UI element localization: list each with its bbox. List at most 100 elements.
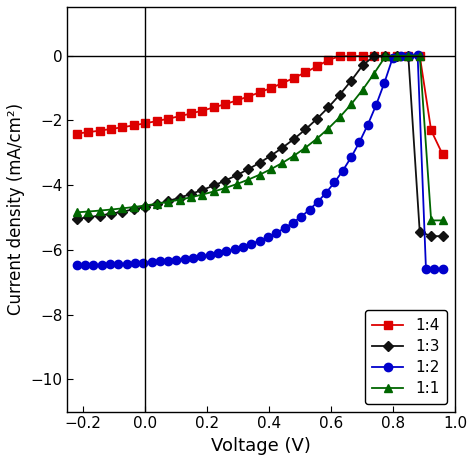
1:1 — [211, 188, 217, 194]
1:3 — [371, 53, 377, 59]
1:3 — [268, 153, 274, 158]
1:2 — [365, 122, 371, 128]
1:1 — [188, 195, 194, 200]
Y-axis label: Current density (mA/cm²): Current density (mA/cm²) — [7, 103, 25, 316]
1:4 — [337, 54, 343, 59]
1:4 — [165, 116, 171, 122]
1:2 — [315, 199, 321, 205]
1:4 — [280, 80, 285, 86]
1:3 — [394, 53, 400, 59]
1:2 — [332, 180, 337, 185]
1:4 — [131, 122, 137, 128]
1:2 — [224, 249, 229, 254]
1:2 — [190, 255, 196, 261]
1:4 — [234, 97, 239, 103]
1:4 — [325, 57, 331, 63]
1:1 — [200, 192, 205, 197]
Line: 1:4: 1:4 — [73, 52, 447, 158]
1:4 — [188, 111, 194, 116]
1:1 — [154, 201, 160, 207]
1:3 — [291, 136, 297, 142]
1:4 — [211, 105, 217, 110]
1:4 — [85, 129, 91, 135]
1:2 — [199, 254, 204, 259]
1:3 — [348, 78, 354, 84]
1:2 — [165, 258, 171, 263]
1:4 — [383, 53, 388, 59]
1:3 — [383, 53, 388, 59]
1:4 — [417, 53, 422, 58]
1:2 — [99, 262, 104, 267]
1:2 — [265, 234, 271, 240]
1:2 — [149, 259, 155, 265]
1:4 — [314, 64, 319, 69]
1:3 — [211, 182, 217, 188]
1:2 — [124, 261, 129, 267]
1:3 — [280, 145, 285, 151]
1:2 — [290, 220, 296, 225]
1:3 — [440, 233, 446, 239]
1:1 — [371, 71, 377, 76]
1:3 — [200, 187, 205, 193]
Line: 1:3: 1:3 — [73, 52, 447, 240]
1:1 — [394, 53, 400, 59]
1:1 — [234, 181, 239, 187]
1:3 — [154, 201, 160, 207]
1:4 — [360, 53, 365, 59]
1:1 — [108, 207, 114, 213]
1:4 — [394, 53, 400, 59]
1:3 — [325, 105, 331, 110]
1:2 — [232, 246, 237, 252]
1:1 — [142, 203, 148, 208]
1:1 — [405, 53, 411, 59]
1:1 — [97, 208, 102, 213]
1:2 — [390, 55, 395, 61]
1:4 — [108, 126, 114, 132]
1:3 — [142, 204, 148, 210]
1:4 — [246, 94, 251, 99]
1:1 — [291, 153, 297, 158]
1:3 — [222, 178, 228, 183]
1:2 — [348, 155, 354, 160]
Line: 1:1: 1:1 — [73, 52, 447, 224]
1:3 — [417, 229, 422, 234]
1:1 — [257, 172, 263, 177]
1:2 — [356, 140, 362, 145]
1:3 — [85, 214, 91, 220]
1:1 — [85, 209, 91, 214]
1:4 — [200, 108, 205, 113]
1:4 — [257, 90, 263, 95]
1:3 — [97, 213, 102, 219]
1:2 — [182, 256, 188, 261]
1:1 — [268, 166, 274, 172]
1:2 — [257, 238, 263, 243]
1:3 — [314, 116, 319, 122]
1:4 — [97, 128, 102, 134]
1:2 — [115, 261, 121, 267]
1:3 — [177, 195, 182, 201]
1:1 — [177, 197, 182, 202]
1:3 — [360, 63, 365, 68]
Legend: 1:4, 1:3, 1:2, 1:1: 1:4, 1:3, 1:2, 1:1 — [365, 310, 447, 404]
1:2 — [273, 230, 279, 236]
1:2 — [207, 252, 212, 258]
1:1 — [165, 199, 171, 205]
1:2 — [157, 259, 163, 264]
1:2 — [440, 266, 446, 272]
1:2 — [140, 260, 146, 266]
1:4 — [440, 152, 446, 157]
1:1 — [131, 204, 137, 210]
1:3 — [405, 53, 411, 58]
1:3 — [234, 172, 239, 178]
1:1 — [440, 218, 446, 223]
1:2 — [215, 250, 221, 256]
1:4 — [222, 101, 228, 107]
1:1 — [246, 177, 251, 182]
1:2 — [107, 261, 113, 267]
1:3 — [246, 166, 251, 172]
1:1 — [119, 206, 125, 211]
1:4 — [268, 85, 274, 91]
1:2 — [340, 168, 346, 173]
1:3 — [302, 127, 308, 132]
1:3 — [74, 216, 80, 222]
